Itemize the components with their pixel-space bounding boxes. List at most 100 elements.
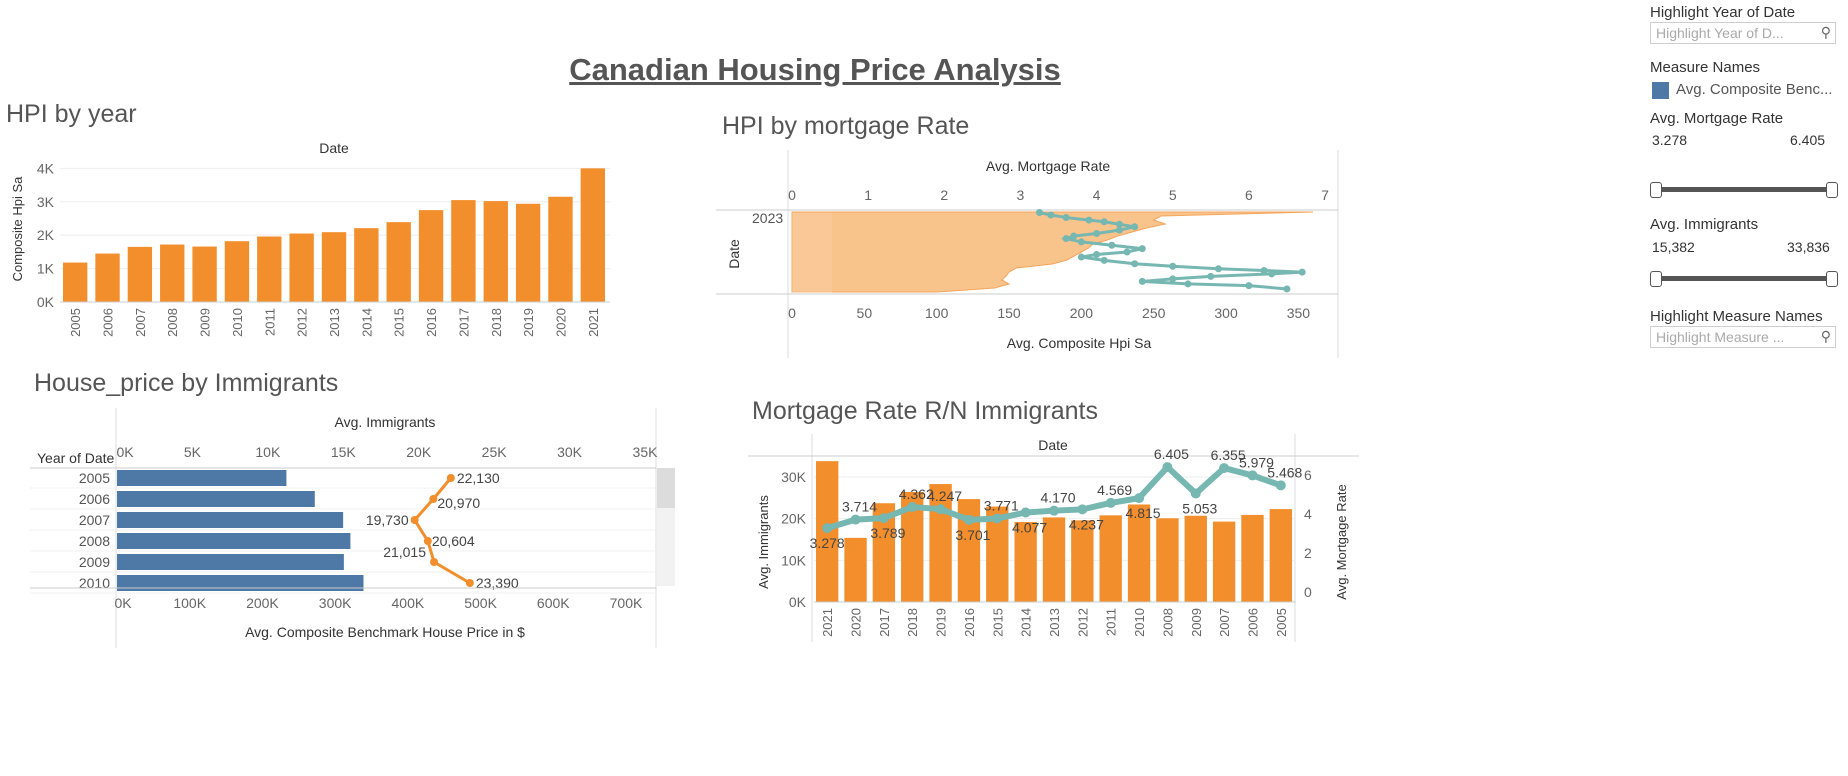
search-icon[interactable]: ⚲ — [1820, 328, 1831, 344]
chart2-bottom-tick: 150 — [997, 305, 1021, 321]
chart4-y-tick: 30K — [781, 469, 807, 485]
chart4-rate-label: 5.468 — [1267, 464, 1302, 480]
chart2-top-tick: 7 — [1321, 187, 1329, 203]
immigrants-filter-label: Avg. Immigrants — [1650, 216, 1759, 233]
chart4-immigrants-bar — [1156, 518, 1179, 602]
chart1-x-tick: 2015 — [392, 308, 407, 337]
immigrants-slider-max-handle[interactable] — [1826, 271, 1838, 287]
chart2-mortgage-point — [1169, 275, 1177, 283]
chart4-rate-label: 4.362 — [899, 486, 934, 502]
chart2-mortgage-point — [1047, 211, 1055, 219]
chart4-rate-point — [1247, 470, 1258, 481]
chart1-bar — [483, 201, 508, 302]
chart3-bottom-tick: 500K — [464, 595, 497, 611]
chart4-y-tick: 10K — [781, 552, 807, 568]
chart1-bar — [127, 246, 153, 302]
legend-swatch-blue — [1652, 82, 1669, 99]
chart2-mortgage-point — [1245, 282, 1253, 290]
chart1-x-tick: 2020 — [553, 308, 568, 337]
chart4-rate-label: 3.714 — [842, 499, 877, 515]
chart2-bottom-tick: 200 — [1070, 305, 1094, 321]
legend-item-label[interactable]: Avg. Composite Benc... — [1676, 81, 1833, 98]
chart2-top-tick: 3 — [1017, 187, 1025, 203]
chart4-rate-point — [1219, 463, 1230, 474]
measure-names-label: Measure Names — [1650, 59, 1761, 76]
chart1-x-tick: 2019 — [521, 308, 536, 337]
chart1-y-tick: 2K — [37, 227, 55, 243]
mortgage-immigrants-title: Mortgage Rate R/N Immigrants — [752, 397, 1098, 425]
chart1-bar — [95, 253, 120, 302]
chart1-x-tick: 2008 — [165, 308, 180, 337]
chart1-y-tick: 0K — [37, 294, 55, 310]
chart1-bar — [451, 200, 476, 302]
chart4-immigrants-bar — [872, 503, 896, 602]
chart1-x-tick: 2007 — [133, 308, 148, 337]
chart3-top-tick: 5K — [184, 444, 202, 460]
chart2-bottom-tick: 250 — [1142, 305, 1166, 321]
chart4-rate-point — [822, 523, 833, 534]
chart2-mortgage-point — [1035, 209, 1043, 217]
chart2-mortgage-point — [1123, 248, 1131, 256]
chart4-immigrants-bar — [1269, 509, 1292, 602]
chart4-immigrants-bar — [1014, 522, 1037, 602]
chart3-price-bar — [117, 575, 364, 591]
chart3-row-label: 2010 — [79, 575, 110, 591]
chart1-x-tick: 2009 — [198, 308, 213, 337]
chart1-bar — [224, 241, 250, 302]
chart3-price-bar — [117, 533, 351, 549]
chart4-immigrants-bar — [1127, 504, 1151, 602]
immigrants-slider-track[interactable] — [1656, 276, 1834, 281]
hpi-by-year-chart: Date Composite Hpi Sa 0K 1K 2K 3K 4K 2005 2006 20… — [10, 140, 610, 337]
chart2-mortgage-point — [1062, 235, 1070, 243]
chart4-rate-label: 4.247 — [927, 488, 962, 504]
mortgage-rate-slider-min-handle[interactable] — [1650, 182, 1662, 198]
chart4-rate-point — [878, 513, 889, 524]
chart3-top-tick: 35K — [633, 444, 659, 460]
chart4-x-tick: 2010 — [1132, 608, 1147, 637]
chart4-x-tick: 2012 — [1075, 608, 1090, 637]
chart3-immigrants-point — [410, 516, 419, 524]
search-icon[interactable]: ⚲ — [1820, 24, 1831, 40]
chart3-price-bar — [117, 554, 344, 570]
chart4-rate-point — [1134, 493, 1145, 504]
chart4-rate-point — [1049, 505, 1059, 516]
chart4-rate-point — [992, 513, 1003, 524]
chart4-immigrants-bar — [1241, 514, 1264, 602]
chart4-x-tick: 2020 — [849, 608, 864, 637]
highlight-measure-label: Highlight Measure Names — [1650, 308, 1823, 325]
chart3-immigrants-point — [423, 537, 432, 545]
chart4-rate-point — [1020, 507, 1031, 518]
chart1-top-label: Date — [319, 140, 349, 156]
chart3-row-label: 2005 — [79, 470, 110, 486]
highlight-year-input[interactable]: Highlight Year of D... ⚲ — [1650, 22, 1836, 44]
chart2-mortgage-point — [1283, 285, 1291, 293]
chart4-rate-label: 3.278 — [810, 535, 845, 551]
chart2-mortgage-point — [1131, 260, 1139, 268]
chart2-mortgage-point — [1298, 268, 1306, 276]
chart2-top-tick: 2 — [940, 187, 948, 203]
chart3-bottom-tick: 300K — [319, 595, 352, 611]
immigrants-slider-min-handle[interactable] — [1650, 271, 1662, 287]
chart2-mortgage-point — [1214, 265, 1222, 273]
mortgage-rate-slider-max-handle[interactable] — [1826, 182, 1838, 198]
chart2-mortgage-point — [1085, 216, 1093, 224]
chart4-x-tick: 2005 — [1274, 608, 1289, 637]
chart1-x-tick: 2018 — [489, 308, 504, 337]
chart3-top-axis-label: Avg. Immigrants — [335, 414, 436, 430]
chart1-bar — [63, 262, 88, 302]
chart2-mortgage-point — [1131, 223, 1139, 231]
chart4-rate-point — [1275, 480, 1286, 491]
chart1-x-tick: 2014 — [359, 308, 374, 337]
chart2-mortgage-point — [1093, 251, 1101, 259]
chart1-bar — [321, 232, 347, 302]
chart4-rate-label: 4.237 — [1069, 516, 1104, 532]
immigrants-max: 33,836 — [1787, 239, 1830, 255]
chart1-x-tick: 2006 — [101, 308, 116, 337]
chart4-x-tick: 2008 — [1160, 608, 1175, 637]
mortgage-rate-slider-track[interactable] — [1656, 187, 1834, 192]
chart3-top-tick: 15K — [331, 444, 357, 460]
chart4-x-tick: 2019 — [934, 608, 949, 637]
chart2-bottom-axis-label: Avg. Composite Hpi Sa — [1007, 335, 1152, 351]
chart4-y-tick: 20K — [781, 511, 807, 527]
highlight-measure-input[interactable]: Highlight Measure ... ⚲ — [1650, 326, 1836, 348]
